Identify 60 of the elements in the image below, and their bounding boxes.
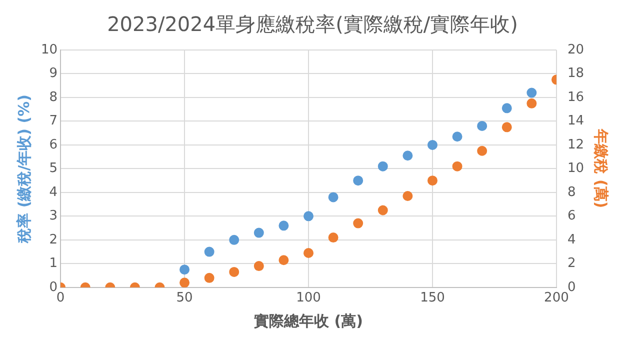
point (502, 122, 512, 132)
y-tick-label: 4 (49, 184, 58, 200)
chart-title: 2023/2024單身應繳稅率(實際繳稅/實際年收) (107, 12, 518, 36)
y2-axis-title: 年繳稅 (萬) (592, 128, 610, 208)
point (254, 261, 264, 272)
y-tick-label: 7 (49, 114, 58, 129)
y2-tick-label: 16 (567, 90, 584, 105)
x-tick-label: 150 (420, 290, 445, 306)
point (353, 218, 364, 228)
point (526, 98, 537, 108)
point (378, 205, 388, 216)
point (328, 192, 338, 202)
point (304, 248, 314, 258)
point (452, 161, 462, 172)
point (328, 232, 338, 243)
point (402, 191, 413, 201)
point (378, 161, 388, 172)
x-axis-title: 實際總年收 (萬) (254, 312, 363, 330)
point (353, 176, 364, 186)
y-tick-label: 8 (49, 90, 58, 105)
point (278, 220, 289, 231)
point (452, 132, 462, 142)
y2-tick-label: 0 (567, 280, 576, 295)
y2-tick-label: 6 (567, 208, 576, 224)
point (477, 146, 488, 156)
y2-tick-label: 18 (567, 66, 584, 82)
y2-tick-label: 2 (567, 256, 576, 272)
y2-tick-label: 20 (567, 42, 584, 58)
point (180, 278, 190, 288)
y2-tick-label: 12 (567, 137, 584, 152)
point (427, 140, 438, 150)
x-tick-label: 50 (176, 290, 193, 306)
y-tick-label: 10 (40, 42, 58, 58)
point (254, 228, 264, 238)
point (477, 120, 488, 131)
point (304, 211, 314, 222)
y2-tick-label: 10 (567, 161, 584, 176)
point (278, 255, 289, 266)
point (402, 150, 413, 161)
point (229, 266, 240, 277)
y-tick-label: 5 (49, 161, 58, 176)
point (229, 234, 240, 245)
point (502, 103, 512, 114)
y2-tick-label: 4 (567, 232, 576, 248)
point (204, 272, 214, 283)
y-tick-label: 0 (49, 280, 58, 295)
point (526, 88, 537, 98)
y-tick-label: 2 (49, 232, 58, 248)
x-tick-label: 200 (544, 290, 569, 306)
point (427, 176, 438, 186)
y-tick-label: 1 (49, 256, 58, 272)
y-axis-title: 稅率 (繳稅/年收) (%) (14, 94, 33, 244)
y2-tick-label: 14 (567, 114, 584, 129)
y-tick-label: 3 (49, 208, 58, 224)
point (180, 264, 190, 275)
y-tick-label: 6 (49, 137, 58, 152)
y-tick-label: 9 (49, 66, 58, 82)
point (204, 246, 214, 257)
y2-tick-label: 8 (567, 184, 576, 200)
x-tick-label: 100 (296, 290, 321, 306)
